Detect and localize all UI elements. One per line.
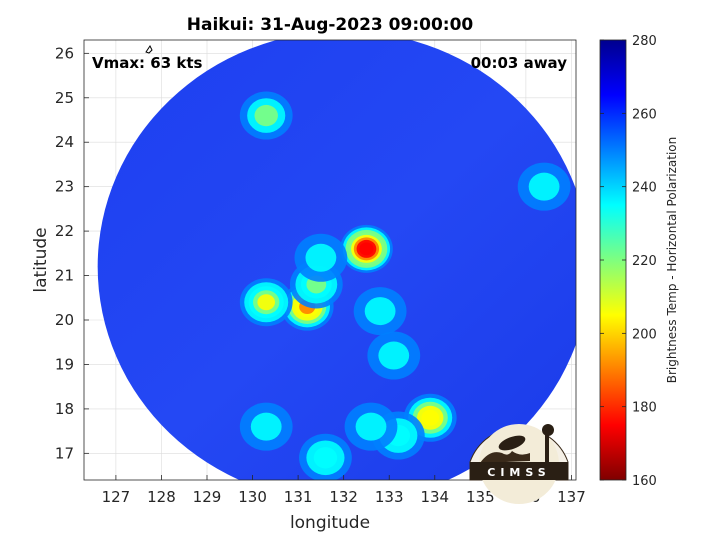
x-tick-label: 137 [557, 488, 586, 506]
x-tick-label: 127 [102, 488, 131, 506]
x-tick-label: 133 [375, 488, 404, 506]
y-axis-label: latitude [31, 227, 51, 292]
y-tick-label: 18 [55, 400, 74, 418]
feature-blob [299, 433, 352, 480]
chart-title: Haikui: 31-Aug-2023 09:00:00 [187, 15, 474, 35]
convection-features [239, 91, 571, 480]
colorbar-tick-label: 240 [632, 181, 657, 196]
x-tick-label: 132 [329, 488, 358, 506]
feature-contour [250, 412, 282, 441]
feature-blob [517, 162, 571, 211]
x-tick-label: 134 [420, 488, 449, 506]
feature-contour [421, 409, 440, 426]
x-tick-label: 131 [284, 488, 313, 506]
y-tick-label: 22 [55, 222, 74, 240]
vmax-annotation: Vmax: 63 kts [92, 54, 202, 72]
feature-contour [359, 242, 374, 256]
y-tick-label: 23 [55, 178, 74, 196]
y-axis-ticks: 17 18 19 20 21 22 23 24 25 26 [55, 44, 89, 462]
cimss-logo: CIMSS [469, 424, 569, 504]
feature-blob [239, 278, 293, 327]
colorbar-tick-label: 180 [632, 401, 657, 416]
feature-contour [313, 447, 338, 469]
feature-blob [239, 402, 293, 451]
colorbar-tick-label: 200 [632, 327, 657, 342]
x-axis-label: longitude [290, 513, 370, 533]
plot-frame [83, 39, 577, 481]
x-tick-label: 130 [238, 488, 267, 506]
y-tick-label: 21 [55, 267, 74, 285]
feature-contour [355, 412, 387, 441]
colorbar-tick-label: 160 [632, 474, 657, 489]
logo-text: CIMSS [487, 466, 550, 479]
colorbar-tick-label: 260 [632, 107, 657, 122]
feature-blob [367, 331, 421, 380]
colorbar-tick-label: 220 [632, 254, 657, 269]
feature-blob [353, 287, 407, 336]
feature-contour [528, 172, 560, 201]
colorbar-ticks: 160 180 200 220 240 260 280 [600, 34, 657, 489]
y-tick-label: 25 [55, 89, 74, 107]
coastline [145, 45, 153, 54]
feature-contour [305, 243, 337, 272]
feature-blob [294, 233, 348, 282]
feature-blob [239, 91, 293, 140]
colorbar-tick-label: 280 [632, 34, 657, 49]
feature-contour [254, 104, 278, 127]
feature-contour [257, 294, 276, 311]
y-tick-label: 20 [55, 311, 74, 329]
y-tick-label: 24 [55, 133, 74, 151]
x-tick-label: 129 [193, 488, 222, 506]
colorbar [599, 39, 627, 481]
y-tick-label: 26 [55, 44, 74, 62]
y-tick-label: 17 [55, 444, 74, 462]
y-tick-label: 19 [55, 355, 74, 373]
feature-contour [378, 341, 410, 370]
time-away-annotation: 00:03 away [471, 54, 568, 72]
feature-blob [344, 402, 398, 451]
feature-blob [340, 224, 393, 273]
x-tick-label: 128 [147, 488, 176, 506]
x-tick-label: 135 [466, 488, 495, 506]
x-axis-ticks: 127128129130131132133134135136137 [102, 475, 586, 506]
feature-contour [364, 297, 396, 326]
colorbar-label: Brightness Temp - Horizontal Polarizatio… [665, 137, 679, 384]
